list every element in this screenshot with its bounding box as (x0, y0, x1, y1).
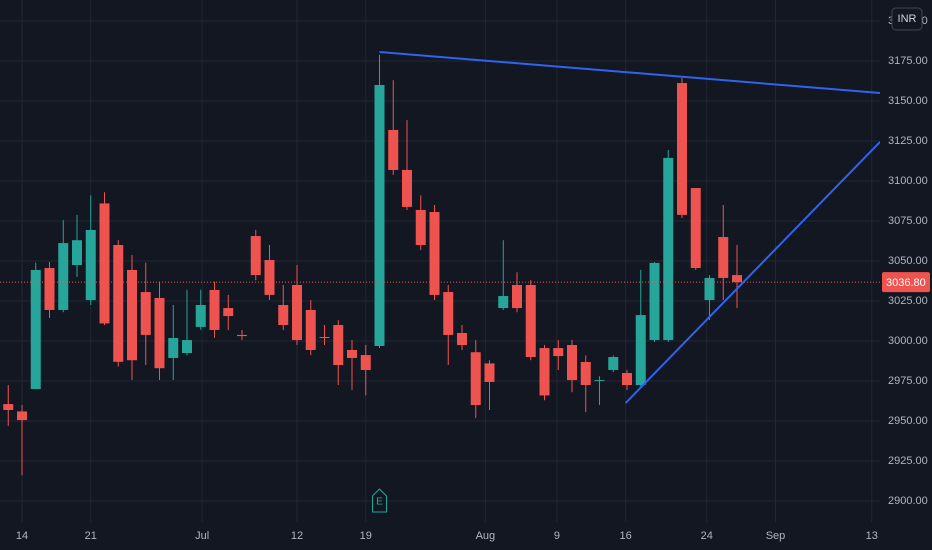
candle-body (333, 325, 344, 366)
x-tick-label: 12 (291, 530, 303, 542)
candle-body (30, 269, 41, 390)
candle-body (388, 129, 399, 170)
candle-body (608, 357, 619, 370)
candle-body (237, 334, 247, 337)
y-tick-label: 3175.00 (888, 55, 928, 67)
candle-body (374, 84, 385, 346)
last-price-tag (882, 272, 930, 293)
candle-body (127, 269, 137, 361)
last-price-label: 3036.80 (886, 277, 926, 289)
candle-body (85, 229, 96, 301)
candle-body (635, 315, 646, 386)
x-tick-label: Aug (476, 530, 496, 542)
y-tick-label: 3100.00 (888, 175, 928, 187)
y-tick-label: 3125.00 (888, 135, 928, 147)
y-tick-label: 2900.00 (888, 495, 928, 507)
trend-line (624, 141, 880, 404)
x-tick-label: 13 (866, 530, 878, 542)
candle-body (223, 308, 234, 317)
x-tick-label: 14 (16, 530, 28, 542)
candle-body (415, 209, 426, 245)
candle-body (553, 348, 564, 357)
candle-body (72, 240, 82, 266)
candle-body (512, 285, 522, 309)
x-tick-label: 16 (620, 530, 632, 542)
candle-body (594, 380, 605, 382)
candle-body (732, 275, 742, 283)
candle-body (209, 289, 220, 330)
candle-body (168, 337, 179, 358)
candle-body (429, 212, 440, 295)
candle-body (360, 355, 371, 370)
candle-body (3, 404, 14, 410)
candle-body (443, 292, 454, 335)
candle-body (347, 349, 357, 358)
candle-body (17, 411, 27, 421)
candle-body (195, 305, 206, 327)
candle-body (113, 244, 124, 362)
candle-body (292, 285, 302, 341)
candle-body (525, 285, 536, 358)
trend-line (379, 51, 880, 94)
candle-body (704, 277, 715, 301)
candle-body (457, 333, 467, 346)
candle-body (305, 309, 316, 350)
candle-body (319, 337, 330, 339)
candle-body (663, 157, 674, 341)
candle-body (690, 188, 701, 269)
candle-body (250, 236, 261, 276)
x-tick-label: 19 (360, 530, 372, 542)
candle-body (484, 363, 495, 382)
plot-area (0, 51, 880, 476)
candle-body (402, 169, 412, 207)
candle-body (182, 340, 192, 354)
candle-body (470, 352, 481, 406)
x-tick-label: 24 (701, 530, 713, 542)
candle-body (677, 83, 687, 215)
candle-body (140, 292, 151, 335)
x-tick-label: 9 (554, 530, 560, 542)
x-tick-label: 21 (85, 530, 97, 542)
candle-body (649, 262, 660, 341)
candle-body (580, 361, 591, 386)
y-tick-label: 2975.00 (888, 375, 928, 387)
y-tick-label: 2950.00 (888, 415, 928, 427)
x-tick-label: Sep (766, 530, 786, 542)
currency-label: INR (898, 13, 917, 25)
event-marker-label: E (376, 497, 383, 508)
y-tick-label: 3000.00 (888, 335, 928, 347)
candle-body (718, 236, 729, 278)
y-tick-label: 3050.00 (888, 255, 928, 267)
candle-body (154, 297, 165, 369)
candle-body (539, 348, 550, 396)
currency-box (891, 7, 923, 31)
x-tick-label: Jul (195, 530, 209, 542)
candle-body (498, 296, 509, 309)
candle-body (99, 203, 110, 324)
candle-body (264, 260, 275, 295)
candle-body (567, 345, 577, 381)
y-tick-label: 3025.00 (888, 295, 928, 307)
y-tick-label: 3075.00 (888, 215, 928, 227)
candle-body (44, 268, 55, 310)
event-marker-icon (372, 488, 387, 513)
candle-body (58, 243, 69, 310)
y-tick-label: 3150.00 (888, 95, 928, 107)
y-tick-label: 2925.00 (888, 455, 928, 467)
candle-body (278, 305, 289, 326)
axes: 2900.00 2925.00 2950.00 2975.00 3000.00 3025.… (16, 7, 930, 542)
candle-body (622, 373, 632, 386)
